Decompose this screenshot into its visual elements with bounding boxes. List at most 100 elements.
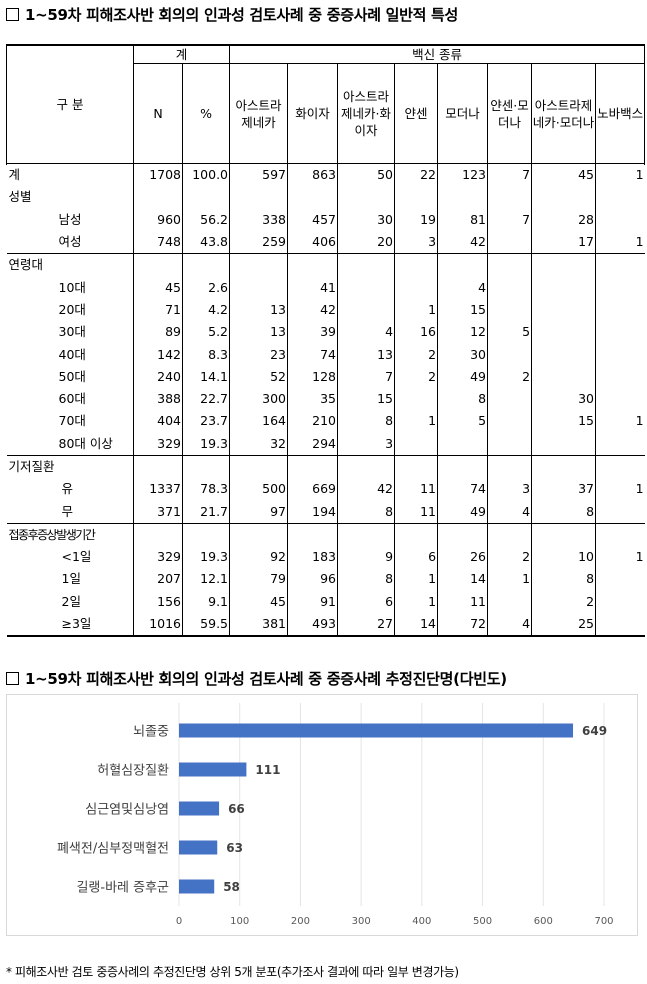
cell-vaccine-count: 1 — [595, 230, 645, 255]
cell-vaccine-count — [596, 299, 645, 321]
cell-n: 388 — [133, 387, 183, 411]
cell-vaccine-count: 19 — [394, 208, 439, 231]
cell-pct: 14.1 — [182, 365, 231, 388]
table-row: 2일 156 9.1 45 91 6 1 11 2 — [6, 590, 645, 613]
table-row: <1일 329 19.3 92 183 9 6 26 2 10 1 — [6, 546, 645, 569]
table-group: 계 1708 100.0 597 863 50 22 123 7 45 1 성별 남성 960 56.2 33… — [6, 163, 645, 255]
cell-vaccine-count: 2 — [487, 365, 533, 388]
cell-vaccine-count: 8 — [531, 568, 597, 591]
cell-pct: 56.2 — [182, 208, 231, 231]
bar-value-label: 63 — [226, 841, 243, 855]
header-vaccine: 아스트라제네카 — [229, 63, 289, 164]
cell-vaccine-count — [287, 253, 339, 277]
cell-n — [133, 523, 183, 547]
row-label: 10대 — [6, 276, 134, 299]
row-label: <1일 — [6, 546, 134, 569]
table-group: 기저질환 유 1337 78.3 500 669 42 11 74 3 37 1 무 371 21.7 97 1… — [6, 455, 645, 524]
cell-vaccine-count — [596, 186, 645, 208]
cell-vaccine-count — [287, 523, 339, 547]
cell-vaccine-count — [437, 432, 489, 456]
cell-n: 1708 — [133, 163, 183, 187]
row-label: 유 — [6, 478, 134, 501]
cell-vaccine-count: 2 — [487, 546, 533, 569]
cell-vaccine-count: 294 — [287, 432, 339, 456]
cell-vaccine-count: 2 — [394, 365, 439, 388]
cell-vaccine-count: 4 — [487, 612, 533, 638]
cell-vaccine-count: 1 — [394, 410, 439, 433]
x-tick-label: 600 — [534, 916, 553, 927]
table-row: 40대 142 8.3 23 74 13 2 30 — [6, 343, 645, 366]
table-row: 무 371 21.7 97 194 8 11 49 4 8 — [6, 500, 645, 524]
cell-n: 71 — [133, 298, 183, 322]
x-tick-label: 200 — [291, 916, 310, 927]
cell-vaccine-count: 1 — [635, 167, 644, 183]
cell-vaccine-count: 79 — [229, 568, 289, 591]
cell-vaccine-count: 2 — [531, 590, 597, 613]
table-row: 50대 240 14.1 52 128 7 2 49 2 — [6, 365, 645, 388]
cell-vaccine-count — [596, 366, 645, 388]
cell-vaccine-count: 6 — [337, 590, 396, 613]
row-label: 70대 — [6, 410, 134, 433]
cell-vaccine-count: 5 — [437, 410, 489, 433]
cell-n: 404 — [133, 410, 183, 433]
cell-vaccine-count: 1 — [394, 298, 439, 322]
cell-pct — [182, 455, 231, 479]
table-group: 접종후증상발생기간 <1일 329 19.3 92 183 9 6 26 2 10 1 1일 207 12.… — [6, 523, 645, 638]
cell-vaccine-count: 406 — [287, 230, 339, 255]
cell-vaccine-count — [596, 254, 645, 277]
cell-vaccine-count: 9 — [337, 546, 396, 569]
cell-pct: 59.5 — [182, 612, 231, 638]
cell-pct: 19.3 — [182, 432, 231, 456]
cell-vaccine-count — [487, 230, 533, 255]
cell-vaccine-count: 74 — [287, 343, 339, 366]
characteristics-table: 구 분 계 백신 종류 N % 아스트라제네카 화이자 아스트라제네카·화이자 … — [6, 44, 646, 638]
cell-n: 207 — [133, 568, 183, 591]
cell-vaccine-count: 16 — [394, 321, 439, 344]
cell-vaccine-count: 1 — [635, 549, 644, 565]
x-tick-label: 300 — [352, 916, 371, 927]
cell-pct: 22.7 — [182, 387, 231, 411]
cell-vaccine-count — [531, 365, 597, 388]
cell-vaccine-count — [531, 523, 597, 547]
cell-vaccine-count — [531, 343, 597, 366]
cell-vaccine-count: 11 — [394, 478, 439, 501]
cell-vaccine-count — [596, 523, 645, 546]
cell-vaccine-count — [595, 500, 645, 524]
cell-vaccine-count — [531, 432, 597, 456]
cell-vaccine-count — [596, 591, 645, 613]
cell-vaccine-count — [394, 455, 439, 479]
cell-n — [133, 455, 183, 479]
cell-vaccine-count: 39 — [287, 321, 339, 344]
cell-n — [133, 253, 183, 277]
cell-vaccine-count: 338 — [229, 208, 289, 231]
cell-vaccine-count — [595, 432, 645, 456]
cell-vaccine-count: 194 — [287, 500, 339, 524]
cell-vaccine-count — [531, 276, 597, 299]
x-tick-label: 400 — [412, 916, 431, 927]
cell-vaccine-count: 4 — [487, 500, 533, 524]
cell-vaccine-count: 20 — [337, 230, 396, 255]
cell-vaccine-count — [229, 276, 289, 299]
cell-vaccine-count — [229, 523, 289, 547]
cell-vaccine-count — [487, 590, 533, 613]
cell-vaccine-count — [596, 455, 645, 478]
bar — [179, 879, 215, 894]
cell-vaccine-count — [596, 343, 645, 365]
cell-vaccine-count — [229, 186, 289, 209]
cell-vaccine-count — [437, 186, 489, 209]
cell-n — [133, 186, 183, 209]
checkbox-icon — [6, 672, 19, 685]
cell-vaccine-count: 81 — [437, 208, 489, 231]
table-row: 70대 404 23.7 164 210 8 1 5 15 1 — [6, 410, 645, 433]
cell-vaccine-count — [337, 523, 396, 547]
cell-vaccine-count: 1 — [635, 413, 644, 429]
row-label: 50대 — [6, 365, 134, 388]
cell-vaccine-count — [437, 253, 489, 277]
cell-vaccine-count: 8 — [337, 410, 396, 433]
cell-vaccine-count — [531, 321, 597, 344]
cell-vaccine-count: 164 — [229, 410, 289, 433]
cell-vaccine-count: 49 — [437, 365, 489, 388]
table-row: 80대 이상 329 19.3 32 294 3 — [6, 432, 645, 456]
cell-vaccine-count: 49 — [437, 500, 489, 524]
diagnosis-bar-chart: 0 100 200 300 400 500 600 700 뇌졸중 649 허혈심장질환 111 심근염… — [6, 694, 638, 936]
